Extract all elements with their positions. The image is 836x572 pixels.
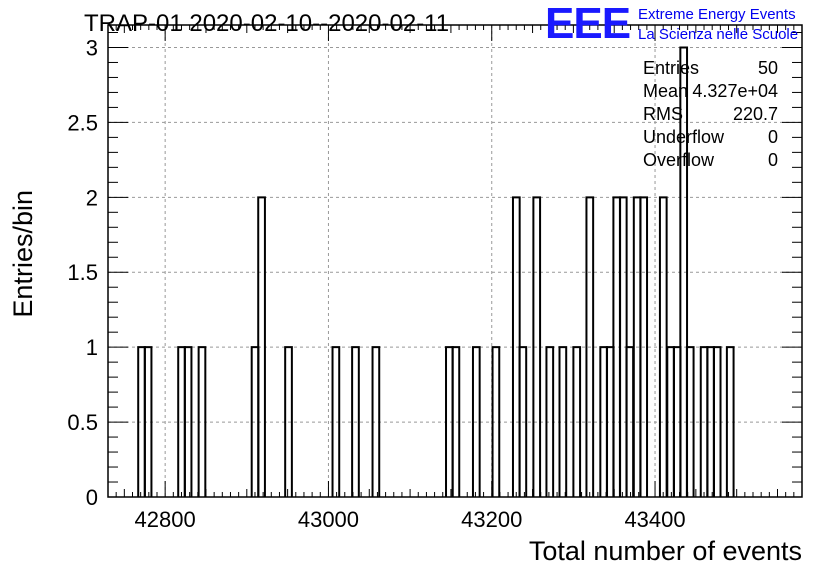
stats-row-underflow: Underflow 0 bbox=[640, 126, 780, 149]
stats-row-mean: Mean 4.327e+04 bbox=[640, 80, 780, 103]
eee-logo: EEE bbox=[545, 0, 631, 48]
stats-key: Entries bbox=[643, 58, 700, 78]
x-axis-label: Total number of events bbox=[528, 536, 802, 566]
stats-row-entries: Entries 50 bbox=[640, 57, 780, 80]
x-tick-label: 43200 bbox=[461, 507, 522, 532]
histogram-bin bbox=[451, 346, 461, 497]
stats-value: 0 bbox=[767, 127, 778, 147]
histogram-bin bbox=[471, 346, 481, 497]
y-tick-label: 2.5 bbox=[67, 110, 98, 135]
histogram-bin bbox=[491, 346, 501, 497]
histogram-bin bbox=[585, 196, 595, 497]
y-tick-label: 0 bbox=[86, 485, 98, 510]
histogram-bin bbox=[572, 346, 582, 497]
y-tick-label: 0.5 bbox=[67, 410, 98, 435]
histogram-bin bbox=[183, 346, 193, 497]
x-tick-label: 43400 bbox=[624, 507, 685, 532]
y-tick-label: 1.5 bbox=[67, 260, 98, 285]
stats-value: 220.7 bbox=[732, 104, 778, 124]
stats-row-rms: RMS 220.7 bbox=[640, 103, 780, 126]
plot-frame bbox=[107, 24, 803, 498]
stats-row-overflow: Overflow 0 bbox=[640, 149, 780, 172]
histogram-bin bbox=[545, 346, 555, 497]
histogram-bin bbox=[197, 346, 207, 497]
logo-line-1: Extreme Energy Events bbox=[638, 6, 796, 23]
chart-title: TRAP-01 2020-02-10--2020-02-11 bbox=[84, 10, 450, 37]
histogram-bin bbox=[532, 196, 542, 497]
histogram-bin bbox=[143, 346, 153, 497]
histogram-bin bbox=[712, 346, 722, 497]
x-tick-label: 42800 bbox=[135, 507, 196, 532]
stats-value: 50 bbox=[757, 58, 778, 78]
stats-value: 0 bbox=[767, 150, 778, 170]
stats-key: RMS bbox=[643, 104, 683, 124]
stats-value: 4.327e+04 bbox=[692, 81, 778, 101]
logo-line-2: La Scienza nelle Scuole bbox=[638, 26, 799, 43]
histogram-bin bbox=[351, 346, 360, 497]
histogram-bin bbox=[679, 46, 689, 497]
stats-box: Entries 50 Mean 4.327e+04 RMS 220.7 Unde… bbox=[640, 57, 780, 172]
histogram-bin bbox=[518, 346, 528, 497]
y-tick-label: 1 bbox=[86, 335, 98, 360]
stats-key: Mean bbox=[643, 81, 689, 101]
y-axis-label: Entries/bin bbox=[8, 190, 38, 318]
y-tick-label: 2 bbox=[86, 185, 98, 210]
histogram-bin bbox=[371, 346, 381, 497]
histogram-bin bbox=[257, 196, 266, 497]
histogram-bin bbox=[639, 196, 649, 497]
histogram-bin bbox=[558, 346, 568, 497]
y-tick-label: 3 bbox=[86, 35, 98, 60]
histogram-bin bbox=[685, 346, 695, 497]
histogram-bin bbox=[725, 346, 735, 497]
x-tick-label: 43000 bbox=[298, 507, 359, 532]
stats-key: Overflow bbox=[643, 150, 715, 170]
histogram-bin bbox=[284, 346, 293, 497]
histogram-bin bbox=[331, 346, 341, 497]
stats-key: Underflow bbox=[643, 127, 725, 147]
